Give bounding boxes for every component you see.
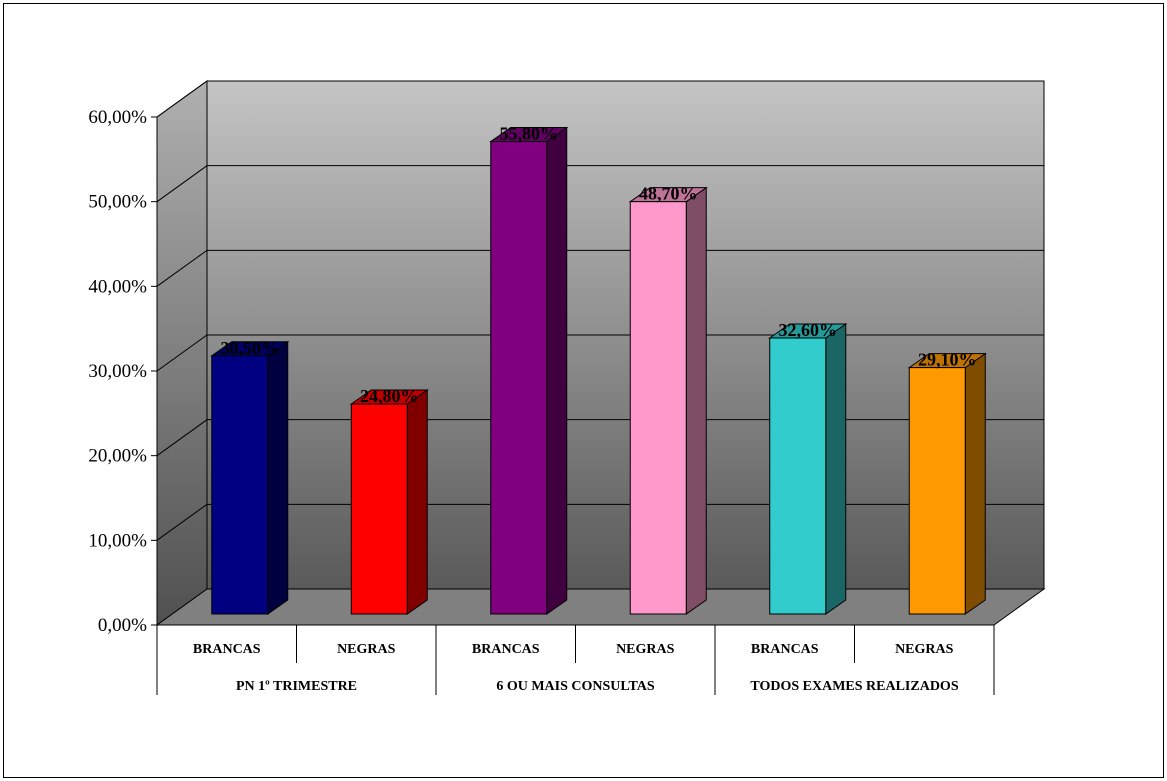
- bar: [490, 141, 548, 615]
- y-tick-label: 60,00%: [88, 107, 147, 128]
- y-tick-label: 30,00%: [88, 361, 147, 382]
- y-tick-label: 10,00%: [88, 530, 147, 551]
- bar-side: [546, 126, 568, 615]
- x-tick-label: BRANCAS: [751, 642, 819, 657]
- x-tick-label: NEGRAS: [895, 642, 954, 657]
- bar: [350, 403, 408, 615]
- data-label: 32,60%: [779, 320, 838, 340]
- gridline: [156, 80, 1044, 118]
- group-label: 6 OU MAIS CONSULTAS: [496, 679, 655, 694]
- data-label: 55,80%: [500, 124, 559, 144]
- group-label: PN 1º TRIMESTRE: [236, 679, 357, 694]
- x-tick-label: BRANCAS: [193, 642, 261, 657]
- bar-side: [964, 352, 986, 615]
- y-tick-label: 40,00%: [88, 276, 147, 297]
- bar-side: [685, 186, 707, 615]
- y-tick-label: 20,00%: [88, 446, 147, 467]
- bar-side: [406, 389, 428, 615]
- y-tick-label: 50,00%: [88, 192, 147, 213]
- data-label: 29,10%: [918, 350, 977, 370]
- group-label: TODOS EXAMES REALIZADOS: [750, 679, 958, 694]
- bar-side: [267, 340, 289, 615]
- gridline: [156, 249, 1044, 287]
- bar: [629, 201, 687, 615]
- bar: [908, 367, 966, 615]
- bar-side: [825, 323, 847, 615]
- y-tick-label: 0,00%: [98, 615, 147, 636]
- data-label: 48,70%: [639, 184, 698, 204]
- x-tick-label: BRANCAS: [472, 642, 540, 657]
- data-label: 30,50%: [221, 338, 280, 358]
- bar: [211, 355, 269, 615]
- gridline: [156, 165, 1044, 203]
- gridline: [156, 334, 1044, 372]
- bar: [769, 337, 827, 615]
- gridline: [156, 419, 1044, 457]
- x-tick-label: NEGRAS: [616, 642, 675, 657]
- data-label: 24,80%: [360, 386, 419, 406]
- x-tick-label: NEGRAS: [337, 642, 396, 657]
- gridline: [156, 503, 1044, 541]
